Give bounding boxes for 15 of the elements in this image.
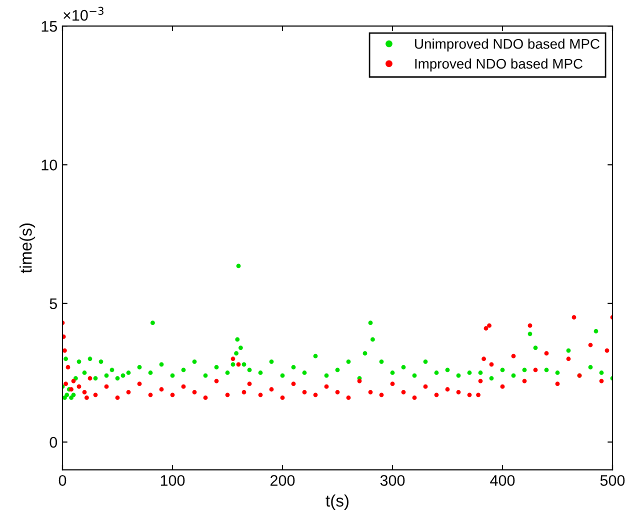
y-tick-label: 10 — [42, 160, 58, 170]
y-tick-label: 15 — [42, 21, 57, 32]
x-tick-label: 200 — [270, 475, 295, 486]
y-tick-label: 5 — [50, 298, 57, 310]
x-tick-label: 300 — [380, 475, 405, 486]
y-axis-title: time(s) — [20, 224, 36, 274]
x-tick-label: 500 — [600, 475, 625, 486]
x-tick-label: 100 — [160, 475, 185, 486]
text: ×10$^{−3}$ — [64, 6, 104, 21]
x-tick-label: 400 — [490, 475, 515, 486]
x-tick-label: 0 — [58, 475, 66, 486]
legend-label: Unimproved NDO based MPC — [415, 38, 600, 52]
legend-label: Improved NDO based MPC — [415, 58, 582, 72]
x-axis-title: t(s) — [326, 494, 348, 510]
y-tick-label: 0 — [50, 436, 58, 448]
